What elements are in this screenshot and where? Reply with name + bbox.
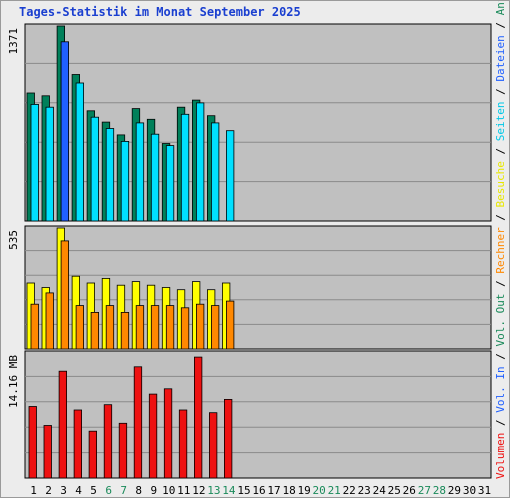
panel-volume: 14.16 MB [7, 350, 492, 479]
bar-dateien-6 [105, 128, 115, 222]
legend-separator: / [494, 141, 507, 161]
x-tick-label: 14 [222, 484, 236, 497]
x-tick-label: 22 [343, 484, 356, 497]
legend-item: Besuche [494, 161, 507, 207]
bar-dateien-12 [195, 102, 205, 222]
legend-item: Dateien [494, 35, 507, 81]
bar-dateien-1 [30, 104, 39, 222]
x-tick-label: 18 [282, 484, 295, 497]
legend: Volumen / Vol. In / Vol. Out / Rechner /… [494, 1, 507, 479]
bar-dateien-4 [75, 82, 84, 222]
x-tick-label: 25 [388, 484, 401, 497]
x-tick-label: 2 [45, 484, 52, 497]
x-tick-label: 7 [120, 484, 127, 497]
bar-dateien-2 [45, 106, 54, 222]
x-tick-label: 9 [150, 484, 157, 497]
bar-dateien-10 [165, 145, 175, 222]
legend-separator: / [494, 207, 507, 227]
bar-rechner-7 [120, 311, 130, 350]
legend-item: Vol. In [494, 366, 507, 412]
y-max-label-requests: 1371 [7, 28, 20, 55]
bar-volumen-7 [118, 422, 128, 479]
bar-rechner-14 [225, 300, 235, 350]
x-tick-label: 4 [75, 484, 82, 497]
bar-rechner-2 [45, 292, 54, 350]
bar-dateien-14 [225, 130, 235, 222]
bar-volumen-9 [148, 393, 158, 479]
x-tick-label: 30 [463, 484, 476, 497]
legend-item: Volumen [494, 433, 507, 479]
chart-title: Tages-Statistik im Monat September 2025 [19, 5, 301, 19]
bar-volumen-3 [58, 370, 67, 479]
x-tick-label: 5 [90, 484, 97, 497]
bar-rechner-13 [210, 305, 220, 350]
bar-dateien-9 [150, 133, 160, 222]
bar-rechner-9 [150, 305, 160, 350]
bar-volumen-13 [208, 412, 218, 479]
bar-dateien-11 [180, 113, 190, 222]
bar-dateien-5 [90, 116, 99, 222]
x-tick-label: 3 [60, 484, 67, 497]
legend-item: Vol. Out [494, 294, 507, 347]
x-tick-label: 20 [312, 484, 325, 497]
x-tick-label: 6 [105, 484, 112, 497]
y-max-label-visits: 535 [7, 230, 20, 250]
legend-separator: / [494, 82, 507, 102]
y-max-label-volume: 14.16 MB [7, 355, 20, 408]
bar-seiten-3 [60, 41, 69, 222]
bar-rechner-10 [165, 305, 175, 350]
x-tick-label: 12 [192, 484, 205, 497]
x-tick-label: 8 [135, 484, 142, 497]
legend-item: Seiten [494, 101, 507, 141]
legend-item: Anfragen [494, 1, 507, 15]
bar-volumen-1 [28, 406, 37, 479]
x-tick-label: 11 [177, 484, 190, 497]
x-tick-label: 10 [162, 484, 175, 497]
x-tick-label: 23 [358, 484, 371, 497]
bar-volumen-2 [43, 425, 52, 479]
plot-area-volume [24, 350, 492, 479]
panel-visits: 535 [7, 225, 492, 350]
x-tick-label: 16 [252, 484, 265, 497]
bar-dateien-8 [135, 122, 145, 222]
x-tick-label: 1 [30, 484, 37, 497]
panel-requests: 1371 [7, 23, 492, 222]
x-tick-label: 17 [267, 484, 280, 497]
bar-rechner-5 [90, 311, 99, 350]
bar-volumen-10 [163, 388, 173, 479]
legend-separator: / [494, 15, 507, 35]
x-tick-label: 31 [478, 484, 491, 497]
bar-dateien-13 [210, 122, 220, 222]
legend-separator: / [494, 413, 507, 433]
legend-separator: / [494, 347, 507, 367]
bar-dateien-7 [120, 140, 130, 222]
bar-volumen-12 [193, 356, 203, 479]
legend-item: Rechner [494, 227, 507, 274]
x-tick-label: 13 [207, 484, 220, 497]
x-tick-label: 21 [328, 484, 341, 497]
bar-rechner-3 [60, 240, 69, 350]
bar-volumen-4 [73, 409, 82, 479]
x-tick-label: 15 [237, 484, 250, 497]
x-tick-label: 29 [448, 484, 461, 497]
x-tick-label: 26 [403, 484, 416, 497]
legend-separator: / [494, 274, 507, 294]
x-tick-label: 24 [373, 484, 387, 497]
bar-rechner-8 [135, 305, 145, 350]
bar-rechner-4 [75, 305, 84, 350]
bar-rechner-6 [105, 305, 115, 350]
x-tick-label: 28 [433, 484, 446, 497]
bar-volumen-11 [178, 409, 188, 479]
bar-volumen-5 [88, 430, 97, 479]
bar-rechner-1 [30, 303, 39, 350]
bar-volumen-6 [103, 404, 113, 479]
x-tick-label: 19 [297, 484, 310, 497]
bar-volumen-14 [223, 398, 233, 479]
bar-rechner-11 [180, 307, 190, 350]
bar-rechner-12 [195, 303, 205, 350]
x-tick-label: 27 [418, 484, 431, 497]
bar-volumen-8 [133, 366, 143, 479]
